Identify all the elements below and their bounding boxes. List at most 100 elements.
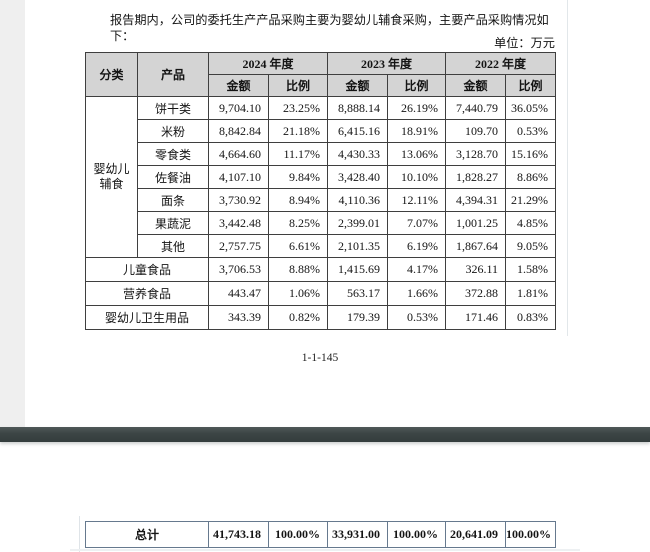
amount-cell: 326.11 xyxy=(445,257,507,282)
amount-cell: 171.46 xyxy=(445,305,507,330)
ratio-cell: 15.16% xyxy=(505,142,557,166)
amount-cell: 2,399.01 xyxy=(327,211,389,235)
ratio-cell: 11.17% xyxy=(267,142,329,166)
total-row: 总计 41,743.18 100.00% 33,931.00 100.00% 2… xyxy=(85,521,556,548)
ratio-cell: 36.05% xyxy=(505,96,557,120)
ratio-cell: 9.84% xyxy=(267,165,329,189)
product-cell: 饼干类 xyxy=(137,96,209,120)
category-span-cell: 婴幼儿 辅食 xyxy=(85,96,138,258)
ratio-cell: 0.82% xyxy=(267,305,329,330)
ratio-cell: 18.91% xyxy=(387,119,447,143)
page-right-edge xyxy=(567,0,568,336)
table-row: 婴幼儿卫生用品 343.39 0.82% 179.39 0.53% 171.46… xyxy=(85,305,557,330)
ratio-cell: 8.94% xyxy=(267,188,329,212)
product-cell: 零食类 xyxy=(137,142,209,166)
total-value-cell: 33,931.00 xyxy=(327,521,388,548)
page-number: 1-1-145 xyxy=(301,352,339,364)
header-ratio: 比例 xyxy=(505,74,557,97)
amount-cell: 8,888.14 xyxy=(327,96,389,120)
amount-cell: 3,730.92 xyxy=(208,188,269,212)
ratio-cell: 0.83% xyxy=(505,305,557,330)
amount-cell: 4,107.10 xyxy=(208,165,269,189)
amount-cell: 563.17 xyxy=(327,281,389,306)
table-row: 佐餐油 4,107.10 9.84% 3,428.40 10.10% 1,828… xyxy=(86,165,557,189)
amount-cell: 2,757.75 xyxy=(208,234,269,258)
next-page-left-edge xyxy=(79,516,80,552)
ratio-cell: 21.18% xyxy=(267,119,329,143)
ratio-cell: 7.07% xyxy=(387,211,447,235)
table-header-row: 分类 产品 2024 年度 2023 年度 2022 年度 xyxy=(85,52,557,97)
ratio-cell: 0.53% xyxy=(505,119,557,143)
amount-cell: 2,101.35 xyxy=(327,234,389,258)
category-cell: 儿童食品 xyxy=(85,257,209,282)
amount-cell: 4,394.31 xyxy=(445,188,507,212)
ratio-cell: 1.81% xyxy=(505,281,557,306)
page-bottom-edge xyxy=(70,549,580,551)
product-cell: 佐餐油 xyxy=(137,165,209,189)
table-row: 婴幼儿 辅食 饼干类 9,704.10 23.25% 8,888.14 26.1… xyxy=(85,96,557,258)
total-value-cell: 41,743.18 xyxy=(208,521,269,548)
ratio-cell: 0.53% xyxy=(387,305,447,330)
product-cell: 面条 xyxy=(137,188,209,212)
amount-cell: 4,664.60 xyxy=(208,142,269,166)
header-year-2024: 2024 年度 xyxy=(207,52,329,75)
amount-cell: 4,110.36 xyxy=(327,188,389,212)
product-cell: 米粉 xyxy=(137,119,209,143)
ratio-cell: 1.06% xyxy=(267,281,329,306)
ratio-cell: 1.66% xyxy=(387,281,447,306)
total-value-cell: 100.00% xyxy=(268,521,328,548)
ratio-cell: 13.06% xyxy=(387,142,447,166)
ratio-cell: 12.11% xyxy=(387,188,447,212)
amount-cell: 3,428.40 xyxy=(327,165,389,189)
header-year-2022: 2022 年度 xyxy=(445,52,557,75)
amount-cell: 109.70 xyxy=(445,119,507,143)
procurement-table: 分类 产品 2024 年度 2023 年度 2022 年度 金额 比例 金额 比… xyxy=(85,52,557,330)
intro-paragraph: 报告期内，公司的委托生产产品采购主要为婴幼儿辅食采购，主要产品采购情况如下： xyxy=(110,13,549,43)
amount-cell: 9,704.10 xyxy=(208,96,269,120)
ratio-cell: 26.19% xyxy=(387,96,447,120)
ratio-cell: 9.05% xyxy=(505,234,557,258)
amount-cell: 1,867.64 xyxy=(445,234,507,258)
ratio-cell: 8.86% xyxy=(505,165,557,189)
category-cell: 营养食品 xyxy=(85,281,209,306)
header-amount: 金额 xyxy=(208,74,269,97)
header-amount: 金额 xyxy=(445,74,507,97)
ratio-cell: 23.25% xyxy=(267,96,329,120)
table-row: 面条 3,730.92 8.94% 4,110.36 12.11% 4,394.… xyxy=(86,188,557,212)
table-subheader-row: 金额 比例 金额 比例 金额 比例 xyxy=(86,74,557,97)
ratio-cell: 1.58% xyxy=(505,257,557,282)
category-cell: 婴幼儿卫生用品 xyxy=(85,305,209,330)
amount-cell: 1,001.25 xyxy=(445,211,507,235)
product-cell: 果蔬泥 xyxy=(137,211,209,235)
amount-cell: 8,842.84 xyxy=(208,119,269,143)
header-ratio: 比例 xyxy=(387,74,447,97)
amount-cell: 7,440.79 xyxy=(445,96,507,120)
amount-cell: 4,430.33 xyxy=(327,142,389,166)
ratio-cell: 4.17% xyxy=(387,257,447,282)
amount-cell: 3,706.53 xyxy=(208,257,269,282)
header-amount: 金额 xyxy=(327,74,389,97)
amount-cell: 372.88 xyxy=(445,281,507,306)
amount-cell: 1,415.69 xyxy=(327,257,389,282)
ratio-cell: 6.19% xyxy=(387,234,447,258)
product-cell: 其他 xyxy=(137,234,209,258)
table-row: 儿童食品 3,706.53 8.88% 1,415.69 4.17% 326.1… xyxy=(85,257,557,282)
total-value-cell: 20,641.09 xyxy=(445,521,506,548)
amount-cell: 6,415.16 xyxy=(327,119,389,143)
header-category: 分类 xyxy=(85,52,138,97)
ratio-cell: 8.88% xyxy=(267,257,329,282)
page-margin-strip xyxy=(0,0,25,427)
amount-cell: 3,128.70 xyxy=(445,142,507,166)
amount-cell: 179.39 xyxy=(327,305,389,330)
header-product: 产品 xyxy=(137,52,209,97)
total-table: 总计 41,743.18 100.00% 33,931.00 100.00% 2… xyxy=(85,521,556,548)
total-value-cell: 100.00% xyxy=(505,521,556,548)
amount-cell: 3,442.48 xyxy=(208,211,269,235)
header-ratio: 比例 xyxy=(267,74,329,97)
amount-cell: 443.47 xyxy=(208,281,269,306)
total-value-cell: 100.00% xyxy=(387,521,446,548)
ratio-cell: 21.29% xyxy=(505,188,557,212)
total-label-cell: 总计 xyxy=(85,521,209,548)
table-row: 零食类 4,664.60 11.17% 4,430.33 13.06% 3,12… xyxy=(86,142,557,166)
